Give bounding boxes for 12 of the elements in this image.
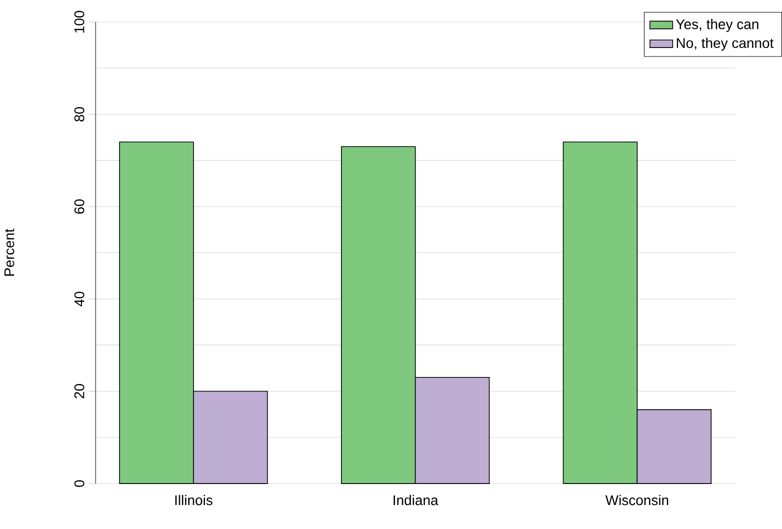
x-tick-label: Indiana [394, 495, 438, 506]
y-tick-label: 20 [74, 384, 84, 399]
legend-label: Yes, they can [676, 19, 758, 32]
y-axis-title: Percent [4, 229, 14, 276]
legend-label: No, they cannot [676, 38, 774, 52]
y-tick-label: 60 [74, 200, 84, 214]
x-tick-label: Wisconsin [605, 495, 668, 506]
y-tick-label: 100 [74, 11, 84, 33]
y-tick-label: 40 [74, 292, 84, 307]
x-tick-label: Illinois [175, 495, 212, 506]
y-tick-label: 0 [74, 480, 84, 488]
y-tick-label: 80 [74, 107, 84, 122]
